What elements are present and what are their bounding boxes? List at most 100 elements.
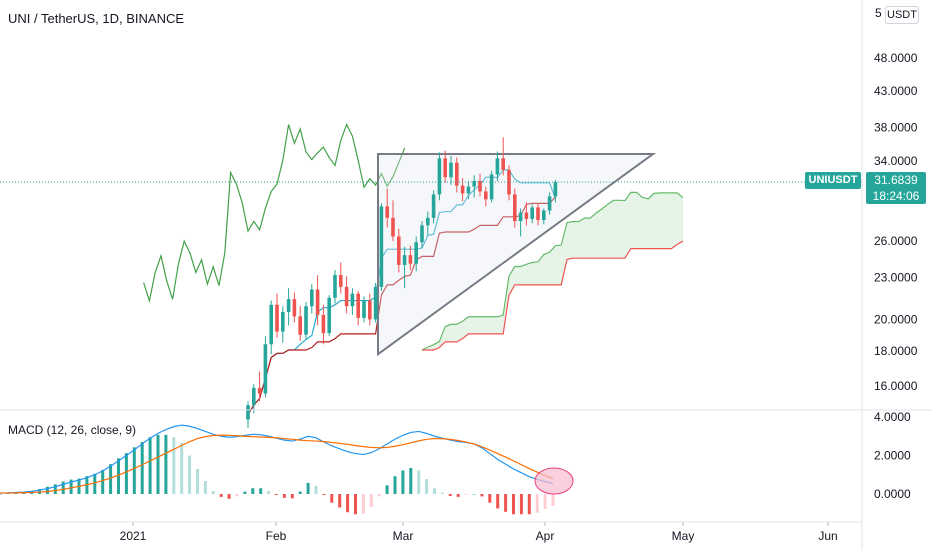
macd-title: MACD (12, 26, close, 9)	[8, 423, 137, 437]
base-line	[247, 196, 556, 415]
macd-histogram-bar	[109, 464, 113, 494]
candle	[246, 401, 250, 429]
candle-body	[321, 314, 326, 334]
macd-tick-label: 2.0000	[874, 449, 911, 463]
candle-body	[518, 212, 523, 222]
candle-body	[489, 174, 494, 200]
candle	[484, 186, 488, 207]
macd-pane	[0, 424, 555, 515]
last-price-tag: 31.6839 18:24:06	[866, 172, 926, 204]
candle-body	[460, 185, 465, 194]
macd-histogram-bar	[219, 494, 223, 497]
time-tick-label: Mar	[393, 529, 414, 543]
macd-histogram-bar	[433, 488, 436, 494]
candle-body	[431, 194, 436, 218]
candle-body	[547, 196, 552, 211]
candle	[350, 288, 355, 315]
candle-body	[391, 217, 395, 237]
time-tick-label: 2021	[120, 529, 147, 543]
macd-histogram-bar	[440, 492, 444, 494]
macd-histogram-bar	[322, 494, 326, 495]
ascending-triangle-drawing[interactable]	[377, 153, 657, 357]
macd-histogram-bar	[369, 494, 373, 507]
macd-histogram-bar	[417, 470, 421, 494]
macd-histogram-bar	[93, 473, 97, 494]
candle-body	[286, 299, 291, 313]
macd-histogram-bar	[124, 453, 128, 494]
candle-body	[339, 275, 343, 287]
macd-histogram-bar	[314, 485, 318, 494]
time-axis[interactable]: 2021 Feb Mar Apr May Jun	[120, 522, 838, 543]
candle-body	[501, 158, 505, 170]
triangle-shape[interactable]	[377, 153, 657, 357]
candle	[327, 295, 331, 337]
candle	[420, 221, 424, 249]
candle-body	[327, 297, 331, 334]
price-tick-label: 16.0000	[874, 379, 918, 393]
candle	[321, 304, 326, 345]
macd-histogram-bar	[361, 494, 365, 514]
candle-body	[443, 158, 447, 178]
candle-body	[385, 206, 389, 218]
candle	[431, 190, 436, 224]
candlestick-series	[246, 137, 558, 429]
candle	[257, 371, 262, 402]
time-tick-label: Feb	[266, 529, 287, 543]
candle-body	[397, 236, 401, 265]
candle-body	[275, 304, 279, 332]
candle	[553, 179, 558, 203]
macd-tick-label: 0.0000	[874, 487, 911, 501]
candle	[315, 275, 320, 326]
macd-histogram-bar	[346, 494, 350, 513]
candle-body	[484, 191, 488, 200]
candle-body	[304, 306, 308, 335]
candle	[472, 175, 476, 198]
chart-title: UNI / TetherUS, 1D, BINANCE	[8, 11, 185, 26]
candle	[339, 262, 343, 294]
candle-body	[281, 312, 285, 332]
macd-histogram-bar	[512, 494, 515, 515]
macd-histogram-bar	[243, 491, 247, 494]
macd-tick-label: 4.0000	[874, 410, 911, 424]
candle	[333, 269, 337, 304]
price-tick-label: 38.0000	[874, 121, 918, 135]
candle-body	[298, 316, 302, 335]
candle-body	[437, 158, 442, 195]
candle	[414, 236, 418, 272]
leading-span-a	[421, 191, 684, 351]
candle-body	[449, 162, 453, 178]
candle	[455, 157, 459, 193]
candle-body	[478, 180, 482, 192]
candle	[408, 245, 413, 270]
candle	[443, 150, 447, 183]
candle	[397, 228, 401, 273]
macd-histogram-bar	[180, 442, 184, 494]
cloud-fill	[422, 192, 683, 351]
candle-body	[472, 180, 476, 187]
macd-histogram-bar	[535, 494, 539, 513]
candle-body	[350, 293, 355, 307]
macd-axis[interactable]: 4.0000 2.0000 0.0000	[874, 410, 911, 501]
candle	[310, 284, 314, 314]
symbol-price-tag: UNIUSDT	[805, 172, 861, 189]
currency-badge[interactable]: USDT	[885, 6, 919, 24]
candle-body	[333, 275, 337, 298]
candle	[542, 208, 546, 225]
candle-body	[379, 206, 384, 287]
price-axis[interactable]: 48.0000 43.0000 38.0000 34.0000 26.0000 23.00…	[874, 51, 918, 393]
candle	[402, 246, 407, 289]
price-tick-label: 48.0000	[874, 51, 918, 65]
candle-body	[426, 217, 430, 226]
macd-histogram-bar	[330, 494, 334, 503]
macd-histogram-bar	[338, 494, 342, 508]
candle-body	[356, 293, 360, 318]
candle-body	[257, 387, 262, 394]
macd-histogram-bar	[69, 479, 73, 494]
macd-histogram-bar	[22, 492, 26, 494]
candle-body	[507, 169, 511, 195]
macd-histogram-bar	[401, 470, 405, 494]
time-tick-label: Jun	[818, 529, 837, 543]
candle	[536, 203, 540, 226]
macd-histogram-bar	[385, 485, 389, 494]
